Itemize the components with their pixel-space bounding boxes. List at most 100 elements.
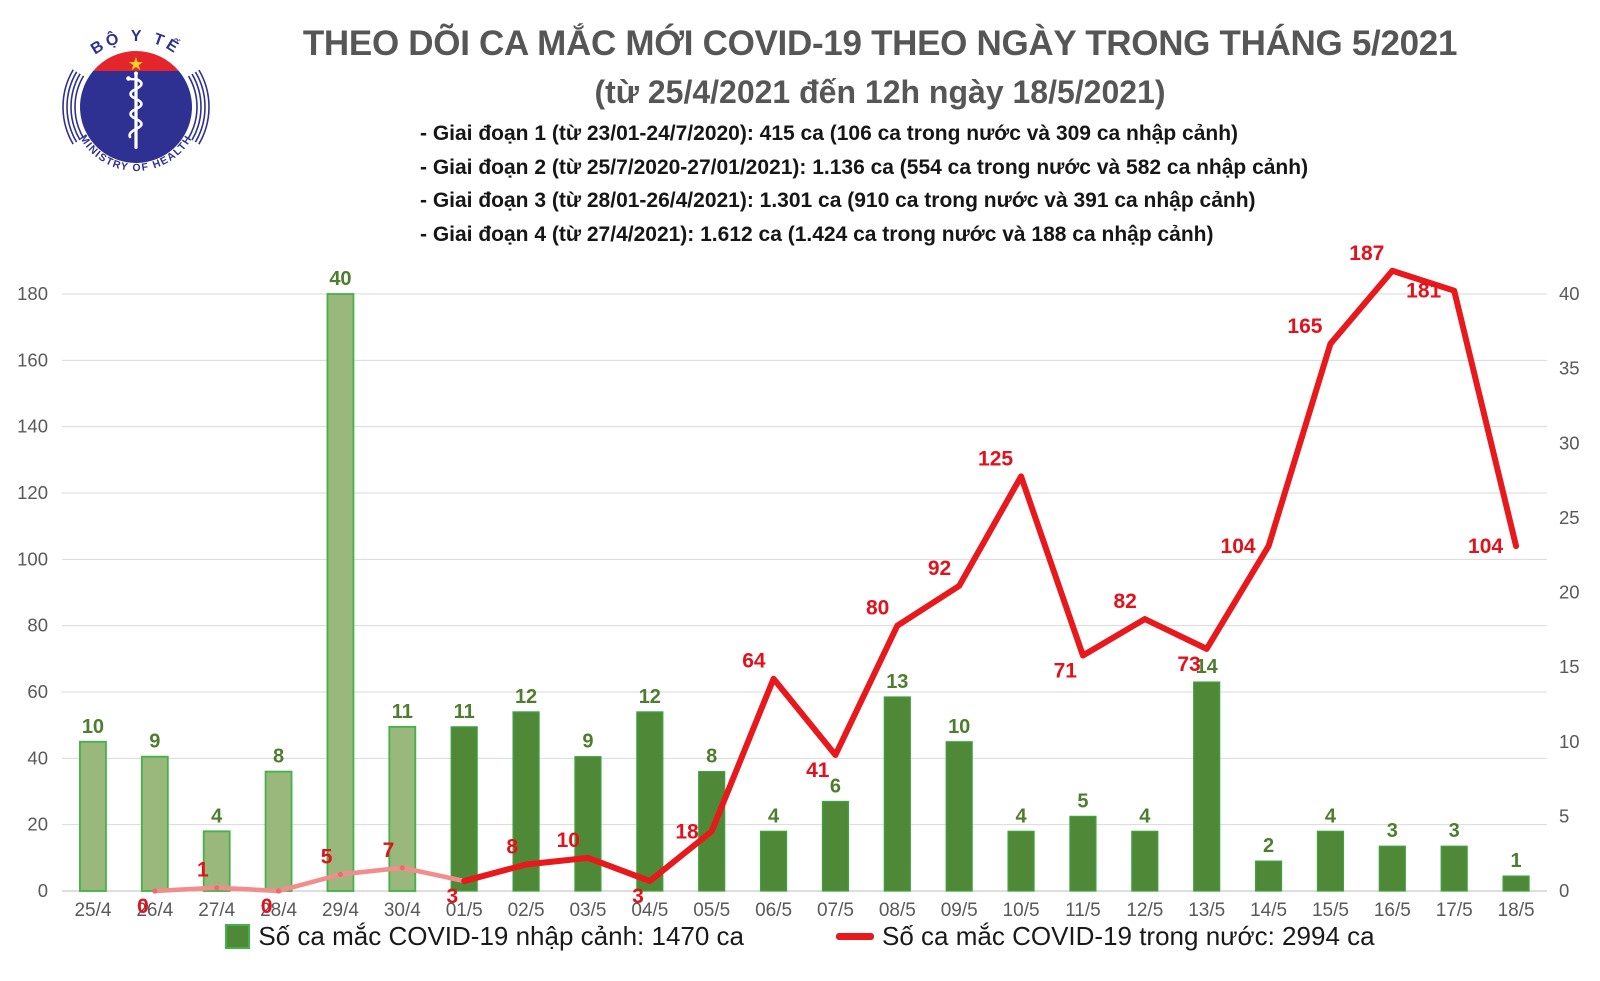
y-axis-left-label: 20 [27, 814, 48, 835]
bar [636, 711, 664, 892]
bar-value-label: 8 [706, 746, 717, 768]
bar-value-label: 4 [211, 805, 223, 827]
line-value-label: 8 [506, 835, 518, 858]
bar-value-label: 5 [1077, 790, 1088, 812]
y-axis-left-label: 100 [17, 548, 48, 569]
line-value-label: 7 [383, 839, 395, 862]
y-axis-left-label: 80 [27, 615, 48, 636]
bar [759, 830, 788, 892]
y-axis-left-label: 120 [17, 482, 48, 503]
y-axis-right-label: 20 [1559, 582, 1580, 603]
bar-value-label: 4 [1139, 805, 1151, 827]
domestic-line-segment [461, 267, 1520, 885]
bar-value-label: 14 [1196, 656, 1219, 678]
logo-star: ★ [128, 54, 144, 74]
line-value-label: 3 [447, 885, 459, 908]
bar [326, 293, 355, 892]
line-point-marker [337, 871, 344, 878]
chart-title: THEO DÕI CA MẮC MỚI COVID-19 THEO NGÀY T… [302, 24, 1458, 63]
x-axis-label: 28/4 [260, 900, 297, 921]
legend-label-imported: Số ca mắc COVID-19 nhập cảnh: 1470 ca [258, 921, 745, 951]
bar [140, 755, 169, 892]
line-point-marker [152, 888, 158, 894]
x-axis-label: 06/5 [755, 900, 792, 921]
line-value-label: 80 [866, 597, 889, 620]
x-axis-label: 04/5 [631, 900, 668, 921]
y-axis-left-label: 160 [17, 349, 48, 370]
bar-value-label: 13 [886, 671, 908, 693]
line-value-label: 104 [1468, 535, 1503, 558]
phase-4-line: - Giai đoạn 4 (từ 27/4/2021): 1.612 ca (… [420, 222, 1214, 246]
bar [1069, 815, 1097, 892]
y-axis-right-label: 40 [1559, 283, 1580, 304]
bar [1316, 830, 1345, 892]
legend-item-domestic: Số ca mắc COVID-19 trong nước: 2994 ca [836, 921, 1375, 952]
bar-value-label: 12 [515, 686, 537, 708]
legend-item-imported: Số ca mắc COVID-19 nhập cảnh: 1470 ca [225, 921, 744, 952]
bar [945, 741, 973, 892]
x-axis-label: 01/5 [446, 900, 483, 921]
logo-red-segment [93, 50, 179, 71]
bar-value-label: 2 [1263, 835, 1274, 857]
y-axis-right-label: 35 [1559, 358, 1580, 379]
line-value-label: 41 [806, 759, 830, 782]
x-axis-label: 29/4 [322, 900, 359, 921]
bar-value-label: 8 [273, 746, 284, 768]
bar [1007, 830, 1035, 892]
y-axis-right-label: 0 [1559, 880, 1569, 901]
bar [79, 740, 107, 892]
line-point-marker [399, 865, 405, 871]
bar-value-label: 1 [1511, 850, 1522, 872]
line-value-label: 64 [742, 650, 766, 673]
x-axis-label: 11/5 [1065, 900, 1101, 921]
bar [1502, 875, 1530, 892]
bar [1440, 845, 1468, 892]
y-axis-right-label: 10 [1559, 731, 1580, 752]
bar-value-label: 4 [1016, 805, 1028, 827]
x-axis-label: 05/5 [693, 900, 730, 921]
phase-2-line: - Giai đoạn 2 (từ 25/7/2020-27/01/2021):… [420, 155, 1309, 179]
y-axis-left-label: 40 [27, 747, 48, 768]
line-point-marker [214, 885, 220, 891]
logo-arc [70, 41, 202, 173]
line-value-label: 1 [197, 859, 209, 882]
bar-value-label: 3 [1449, 820, 1460, 842]
x-axis-label: 12/5 [1126, 900, 1163, 921]
bar-value-label: 40 [329, 268, 351, 290]
y-axis-left-label: 140 [17, 416, 48, 437]
line-value-label: 125 [978, 447, 1013, 470]
legend-swatch-imported-bar [225, 924, 251, 949]
line-value-label: 3 [632, 885, 644, 908]
logo-arc [74, 45, 198, 169]
line-value-label: 71 [1054, 660, 1078, 683]
bar-value-label: 4 [768, 805, 780, 827]
y-axis-right-label: 30 [1559, 432, 1580, 453]
bar-value-label: 9 [149, 731, 160, 753]
x-axis-label: 16/5 [1374, 900, 1411, 921]
x-axis-label: 30/4 [384, 900, 421, 921]
y-axis-right-label: 15 [1559, 656, 1580, 677]
x-axis-label: 10/5 [1003, 900, 1040, 921]
x-axis-label: 18/5 [1498, 900, 1535, 921]
bar-value-label: 11 [454, 701, 475, 723]
line-value-label: 92 [928, 557, 951, 580]
legend-label-domestic: Số ca mắc COVID-19 trong nước: 2994 ca [882, 921, 1375, 951]
x-axis-label: 26/4 [136, 900, 173, 921]
logo-rod-of-asclepius [126, 71, 143, 149]
line-value-label: 0 [137, 895, 149, 918]
legend-swatch-domestic-line [836, 933, 875, 940]
x-axis-label: 08/5 [879, 900, 916, 921]
line-value-label: 104 [1221, 535, 1256, 558]
bar [1193, 681, 1221, 892]
phase-1-line: - Giai đoạn 1 (từ 23/01-24/7/2020): 415 … [420, 122, 1239, 145]
logo-side-arcs [62, 33, 210, 181]
x-axis-label: 03/5 [569, 900, 606, 921]
bar [450, 726, 478, 892]
x-axis-label: 09/5 [941, 900, 978, 921]
bar [1378, 845, 1406, 892]
bar [1131, 830, 1159, 892]
line-value-label: 10 [557, 829, 580, 852]
y-axis-left-label: 60 [27, 681, 48, 702]
bar-value-label: 11 [392, 701, 413, 723]
bar [821, 800, 850, 892]
